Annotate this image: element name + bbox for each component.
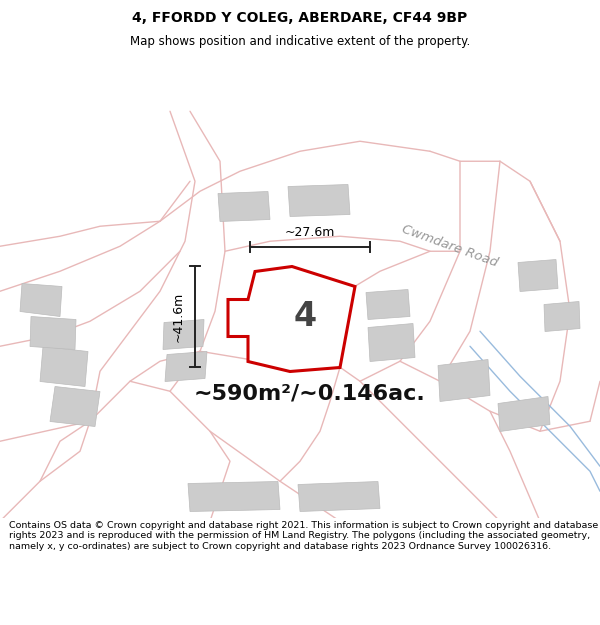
Polygon shape: [288, 184, 350, 216]
Polygon shape: [218, 191, 270, 221]
Polygon shape: [40, 346, 88, 386]
Text: 4, FFORDD Y COLEG, ABERDARE, CF44 9BP: 4, FFORDD Y COLEG, ABERDARE, CF44 9BP: [133, 11, 467, 25]
Polygon shape: [20, 284, 62, 316]
Polygon shape: [228, 266, 355, 371]
Polygon shape: [30, 316, 76, 349]
Text: ~27.6m: ~27.6m: [285, 226, 335, 239]
Text: ~41.6m: ~41.6m: [172, 292, 185, 342]
Polygon shape: [544, 301, 580, 331]
Polygon shape: [298, 481, 380, 511]
Text: Cwmdare Road: Cwmdare Road: [400, 223, 500, 269]
Polygon shape: [188, 481, 280, 511]
Polygon shape: [438, 359, 490, 401]
Polygon shape: [163, 319, 204, 349]
Text: 4: 4: [293, 300, 317, 332]
Text: Map shows position and indicative extent of the property.: Map shows position and indicative extent…: [130, 35, 470, 48]
Polygon shape: [498, 396, 550, 431]
Polygon shape: [50, 386, 100, 426]
Polygon shape: [368, 324, 415, 361]
Polygon shape: [165, 351, 207, 381]
Text: ~590m²/~0.146ac.: ~590m²/~0.146ac.: [194, 383, 426, 403]
Polygon shape: [366, 289, 410, 319]
Polygon shape: [518, 259, 558, 291]
Text: Contains OS data © Crown copyright and database right 2021. This information is : Contains OS data © Crown copyright and d…: [9, 521, 598, 551]
